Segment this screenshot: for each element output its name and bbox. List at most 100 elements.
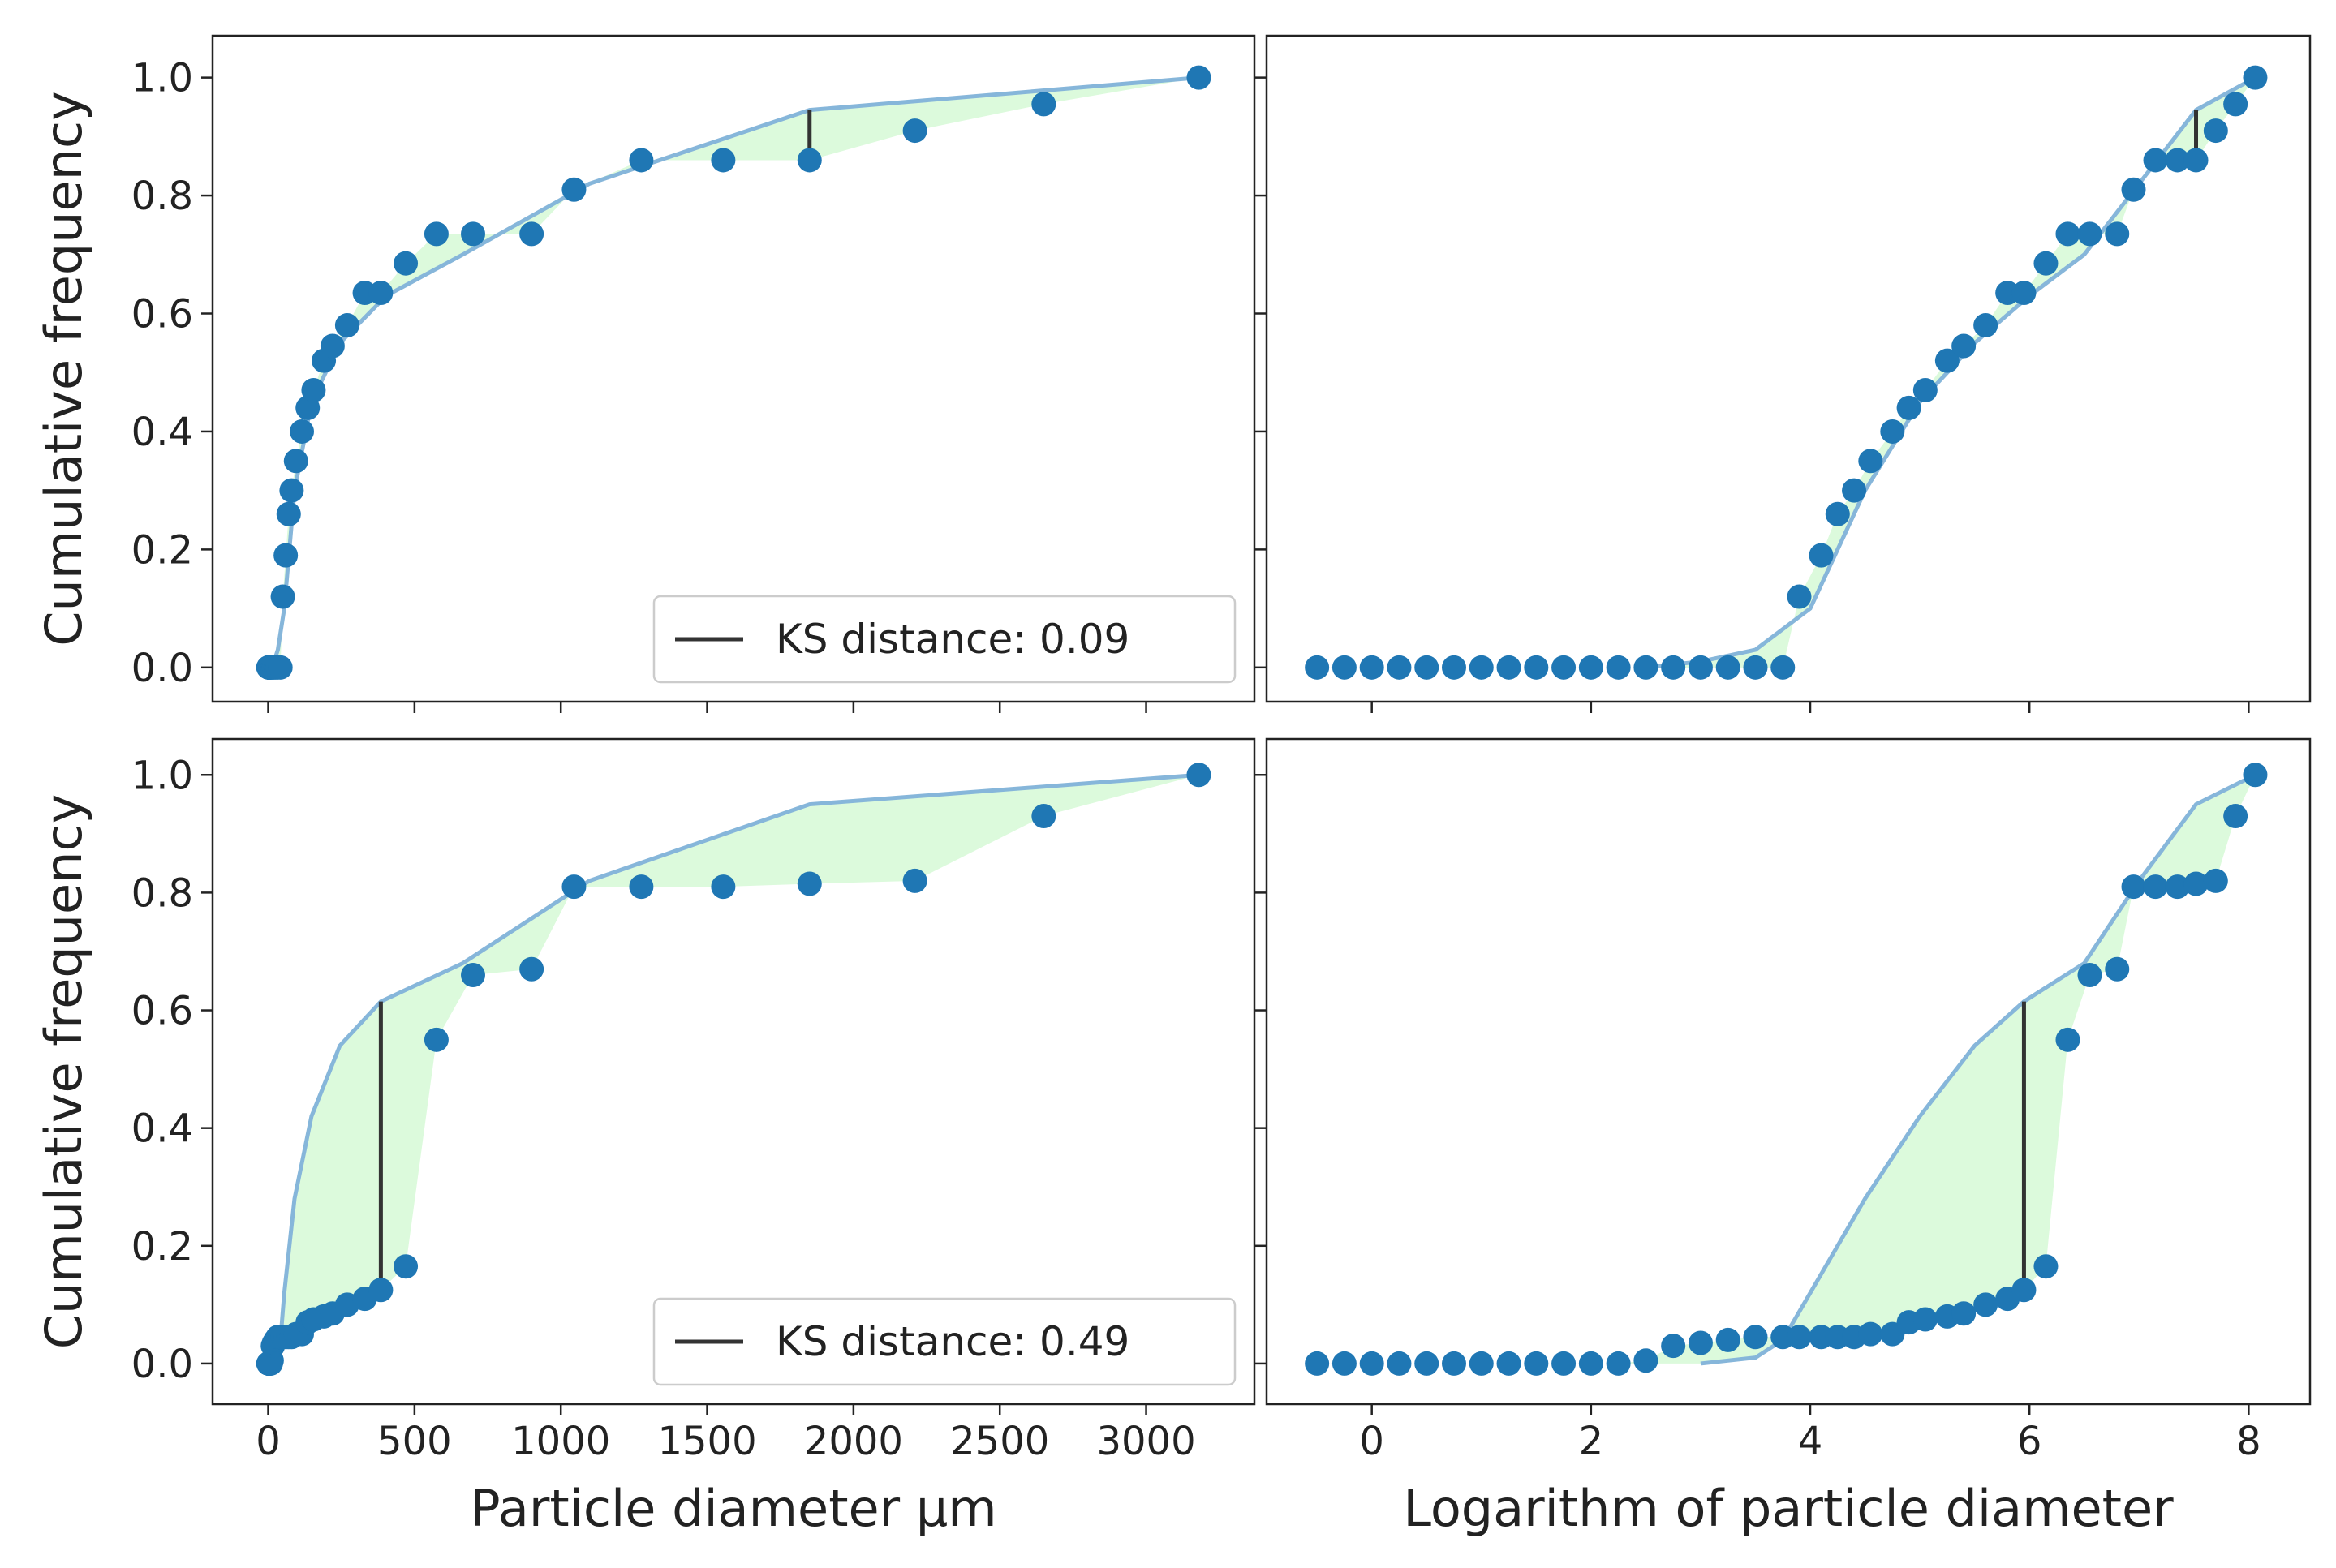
x-tick-label: 2000 (804, 1419, 903, 1464)
data-point (2223, 804, 2248, 829)
data-point (1305, 1351, 1330, 1376)
legend-box (652, 1297, 1237, 1386)
data-point (561, 177, 587, 202)
x-tick-label: 2500 (950, 1419, 1049, 1464)
data-point (1578, 1351, 1603, 1376)
data-point (1186, 65, 1211, 90)
x-tick-label: 0 (256, 1419, 281, 1464)
data-point (461, 962, 485, 987)
data-point (1809, 543, 1834, 568)
data-point (394, 251, 419, 276)
data-point (1441, 1351, 1466, 1376)
data-point (2183, 871, 2209, 896)
ks-fill-area (1317, 775, 2256, 1364)
data-point (519, 956, 544, 982)
data-point (1661, 1334, 1686, 1359)
data-point (2033, 1254, 2059, 1279)
data-point (1387, 655, 1412, 680)
legend: KS distance: 0.49 (652, 1297, 1237, 1386)
data-point (1743, 655, 1768, 680)
y-tick-label: 0.8 (131, 870, 193, 916)
data-point (1633, 655, 1658, 680)
data-point (1912, 378, 1938, 403)
data-point (270, 584, 295, 609)
data-point (1770, 655, 1796, 680)
data-point (1787, 584, 1812, 609)
data-point (1359, 655, 1384, 680)
data-point (1359, 1351, 1384, 1376)
y-axis-label: Cumulative frequency (34, 794, 93, 1350)
y-tick-label: 1.0 (131, 56, 193, 101)
y-tick-label: 0.4 (131, 1106, 193, 1152)
data-point (1551, 1351, 1577, 1376)
y-tick-label: 0.2 (131, 1224, 193, 1269)
fit-line (269, 75, 1199, 668)
x-axis-label: Particle diameter μm (470, 1479, 996, 1538)
data-point (2011, 1278, 2037, 1303)
data-point (711, 874, 736, 900)
data-point (1688, 655, 1713, 680)
data-point (1858, 1321, 1883, 1347)
data-point (2033, 251, 2059, 276)
data-point (1951, 1301, 1977, 1326)
data-point (2203, 118, 2228, 144)
data-point (1606, 1351, 1631, 1376)
data-point (334, 313, 359, 338)
data-point (2203, 868, 2228, 893)
data-point (2055, 1027, 2080, 1052)
x-tick-label: 1000 (511, 1419, 610, 1464)
x-tick-label: 1500 (657, 1419, 756, 1464)
data-point (1688, 1330, 1713, 1355)
data-point (424, 221, 449, 247)
axes-frame (1265, 34, 2312, 703)
data-point (368, 281, 394, 306)
data-point (1031, 804, 1056, 829)
data-point (1973, 313, 1998, 338)
x-tick-label: 4 (1798, 1419, 1823, 1464)
data-point (1441, 655, 1466, 680)
data-point (902, 118, 927, 144)
data-point (1496, 655, 1521, 680)
data-point (1331, 655, 1357, 680)
data-point (1842, 478, 1867, 503)
data-point (1912, 1307, 1938, 1332)
data-point (283, 449, 308, 474)
data-point (2223, 92, 2248, 117)
data-point (797, 871, 822, 896)
x-tick-label: 0 (1359, 1419, 1384, 1464)
data-point (629, 874, 654, 900)
data-point (2055, 221, 2080, 247)
data-point (1414, 1351, 1439, 1376)
data-point (394, 1254, 419, 1279)
data-point (368, 1278, 394, 1303)
y-tick-label: 0.6 (131, 292, 193, 337)
y-tick-label: 0.4 (131, 410, 193, 455)
x-tick-label: 8 (2236, 1419, 2261, 1464)
data-point (2011, 281, 2037, 306)
data-point (2077, 221, 2102, 247)
data-point (2243, 65, 2268, 90)
data-point (2077, 962, 2102, 987)
data-point (1186, 763, 1211, 788)
data-point (561, 874, 587, 900)
data-point (1934, 348, 1960, 373)
data-point (1331, 1351, 1357, 1376)
data-point (1661, 655, 1686, 680)
legend-label: KS distance: 0.49 (776, 1318, 1129, 1365)
data-point (424, 1027, 449, 1052)
data-point (1469, 1351, 1494, 1376)
data-point (290, 419, 315, 444)
data-point (1031, 92, 1056, 117)
y-tick-label: 1.0 (131, 753, 193, 798)
y-tick-label: 0.8 (131, 174, 193, 219)
data-point (797, 148, 822, 173)
data-point (1973, 1292, 1998, 1317)
y-tick-label: 0.6 (131, 989, 193, 1034)
data-point (273, 543, 299, 568)
plot-area (1305, 763, 2268, 1376)
legend: KS distance: 0.09 (652, 595, 1237, 684)
x-tick-label: 500 (377, 1419, 452, 1464)
y-tick-label: 0.0 (131, 646, 193, 691)
